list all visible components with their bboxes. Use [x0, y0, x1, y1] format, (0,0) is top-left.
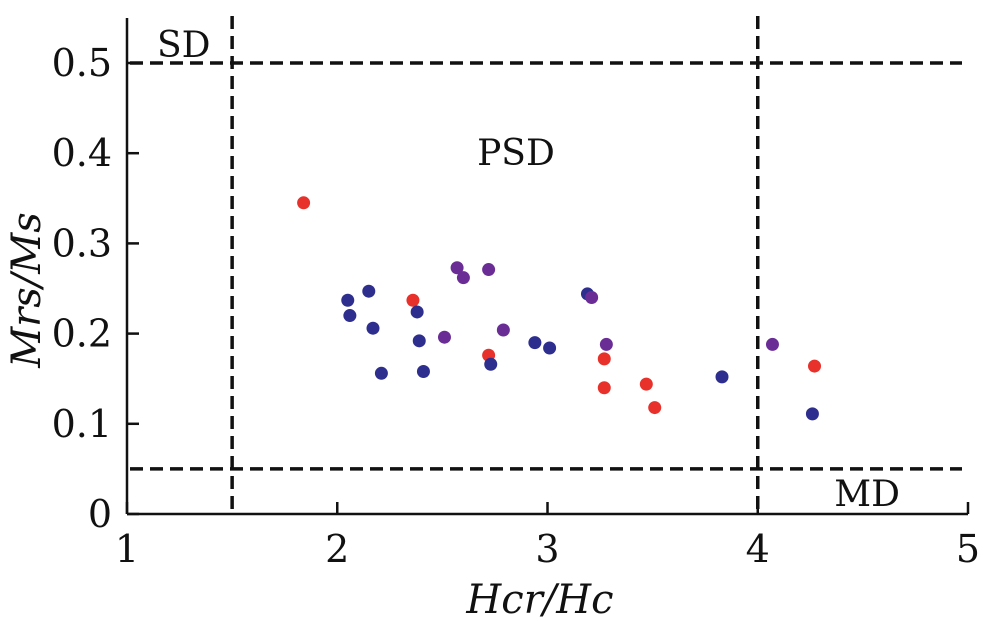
x-tick-label: 5: [956, 527, 980, 571]
data-point-blue: [412, 334, 426, 348]
data-point-blue: [715, 370, 729, 384]
data-point-purple: [482, 263, 496, 277]
data-point-purple: [456, 271, 470, 285]
data-point-blue: [528, 336, 542, 350]
data-point-blue: [362, 284, 376, 298]
axes: [125, 18, 968, 516]
region-label-md: MD: [834, 474, 900, 515]
x-ticks: 1 2 3 4 5: [115, 502, 980, 571]
y-ticks: 0 0.1 0.2 0.3 0.4 0.5: [52, 41, 139, 536]
data-point-blue: [416, 364, 430, 378]
x-axis-title: Hcr/Hc: [465, 577, 613, 623]
x-tick-label: 2: [325, 527, 349, 571]
data-point-red: [597, 352, 611, 366]
x-tick-label: 3: [535, 527, 559, 571]
data-point-blue: [366, 321, 380, 335]
data-point-red: [648, 401, 662, 415]
y-tick-label: 0.3: [52, 221, 112, 265]
data-point-blue: [543, 341, 557, 355]
data-point-red: [406, 293, 420, 307]
data-point-red: [597, 381, 611, 395]
data-point-purple: [496, 323, 510, 337]
data-point-red: [297, 196, 311, 210]
y-tick-label: 0.5: [52, 41, 112, 85]
region-label-sd: SD: [157, 25, 211, 66]
y-axis-title: Mrs/Ms: [4, 212, 50, 369]
domain-boundaries: [130, 16, 962, 512]
x-tick-label: 4: [746, 527, 770, 571]
data-point-purple: [585, 291, 599, 305]
region-label-psd: PSD: [477, 133, 555, 174]
data-point-purple: [450, 261, 464, 275]
data-point-red: [808, 359, 822, 373]
data-point-purple: [599, 337, 613, 351]
data-point-blue: [341, 293, 355, 307]
data-point-red: [639, 377, 653, 391]
data-point-purple: [765, 337, 779, 351]
y-tick-label: 0.2: [52, 312, 112, 356]
data-point-blue: [374, 366, 388, 380]
data-points: [297, 196, 822, 421]
region-labels: SD PSD MD: [157, 25, 900, 515]
y-tick-label: 0.1: [52, 402, 112, 446]
data-point-blue: [484, 357, 498, 371]
data-point-blue: [343, 309, 357, 323]
y-tick-label: 0: [88, 492, 112, 536]
data-point-blue: [410, 305, 424, 319]
y-tick-label: 0.4: [52, 131, 112, 175]
x-tick-label: 1: [115, 527, 139, 571]
data-point-blue: [805, 407, 819, 421]
data-point-purple: [437, 330, 451, 344]
